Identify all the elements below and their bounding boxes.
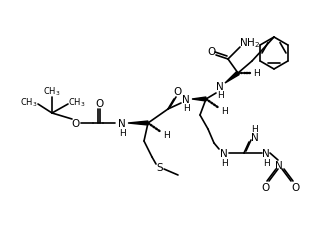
Text: NH$_2$: NH$_2$ <box>239 36 260 50</box>
Text: N: N <box>251 132 259 142</box>
Text: CH$_3$: CH$_3$ <box>68 96 86 109</box>
Text: N: N <box>262 148 270 158</box>
Text: N: N <box>220 148 228 158</box>
Text: H: H <box>183 104 189 113</box>
Text: S: S <box>157 162 163 172</box>
Text: H: H <box>221 158 227 167</box>
Text: H: H <box>216 91 223 100</box>
Text: CH$_3$: CH$_3$ <box>20 96 38 109</box>
Polygon shape <box>225 72 239 84</box>
Text: H: H <box>263 158 269 167</box>
Text: O: O <box>292 182 300 192</box>
Text: H: H <box>254 69 260 78</box>
Text: O: O <box>95 99 103 109</box>
Text: O: O <box>207 47 215 57</box>
Text: O: O <box>173 87 181 97</box>
Text: H: H <box>221 107 227 116</box>
Text: O: O <box>72 119 80 128</box>
Text: N: N <box>216 82 224 92</box>
Text: N: N <box>118 119 126 128</box>
Polygon shape <box>128 122 148 125</box>
Text: H: H <box>119 128 125 137</box>
Text: N: N <box>275 160 283 170</box>
Text: O: O <box>261 182 269 192</box>
Polygon shape <box>192 97 206 102</box>
Text: CH$_3$: CH$_3$ <box>43 85 61 98</box>
Text: H: H <box>163 131 169 140</box>
Text: H: H <box>252 124 258 133</box>
Text: N: N <box>182 94 190 105</box>
